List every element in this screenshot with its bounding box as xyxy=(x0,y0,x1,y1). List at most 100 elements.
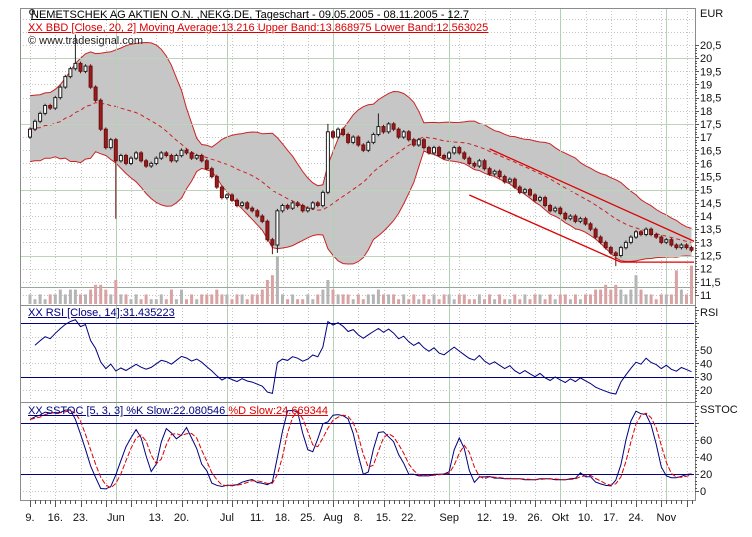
chart-title[interactable]: NEMETSCHEK AG AKTIEN O.N. ,NEKG.DE, Tage… xyxy=(28,9,469,21)
volume-bar xyxy=(33,299,37,304)
axis-tick-label: Jun xyxy=(107,512,125,524)
volume-bar xyxy=(417,299,421,304)
axis-tick-label: 9. xyxy=(25,512,34,524)
candle-body xyxy=(538,197,542,201)
volume-bar xyxy=(139,299,143,304)
candle-body xyxy=(300,205,305,212)
candle-body xyxy=(214,176,219,188)
volume-bar xyxy=(321,289,325,304)
candle-body xyxy=(224,194,229,199)
volume-bar xyxy=(89,289,93,304)
candle-body xyxy=(573,215,578,222)
candle-body xyxy=(361,144,366,151)
candle-body xyxy=(320,191,325,207)
stoch-axis: 60 40 20 0 xyxy=(695,406,712,498)
volume-bar xyxy=(225,294,229,304)
candle-body xyxy=(351,136,356,143)
candle-body xyxy=(250,207,255,212)
axis-tick-label: 19 xyxy=(700,79,712,91)
axis-tick-label: 40 xyxy=(700,452,712,464)
candle-body xyxy=(623,241,628,249)
trend-channel-line xyxy=(489,148,694,242)
volume-bar xyxy=(316,294,320,304)
candle-body xyxy=(588,223,593,230)
stoch-k-label[interactable]: XX SSTOC [5, 3, 3] %K Slow:22.080546 xyxy=(28,405,229,417)
candle-body xyxy=(432,147,436,154)
volume-bar xyxy=(174,299,178,304)
candle-body xyxy=(230,194,234,201)
candle-body xyxy=(139,152,144,162)
candle-body xyxy=(144,160,149,167)
trend-channel xyxy=(469,148,694,263)
candle-body xyxy=(528,189,532,196)
rsi-indicator-label[interactable]: XX RSI [Close, 14]:31.435223 xyxy=(28,307,175,319)
candle-body xyxy=(341,128,346,135)
candle-body xyxy=(265,220,270,241)
volume-bar xyxy=(48,294,52,304)
volume-bar xyxy=(639,289,643,304)
volume-bar xyxy=(134,294,138,304)
axis-tick-label: 0 xyxy=(700,486,706,498)
candle-body xyxy=(28,128,32,138)
volume-bar xyxy=(265,280,269,304)
axis-tick-label: 20. xyxy=(174,512,189,524)
volume-bar xyxy=(286,299,290,304)
candle-body xyxy=(437,147,442,157)
candle-body xyxy=(644,228,649,235)
candle-body xyxy=(553,207,558,212)
volume-bar xyxy=(442,294,446,304)
stoch-indicator-label[interactable]: XX SSTOC [5, 3, 3] %K Slow:22.080546 %D … xyxy=(28,405,328,417)
bollinger-indicator-label[interactable]: XX BBD [Close, 20, 2] Moving Average:13.… xyxy=(28,22,489,34)
axis-tick-label: 15,5 xyxy=(700,172,721,184)
candle-body xyxy=(396,128,401,138)
candle-body xyxy=(654,234,659,238)
volume-bar xyxy=(200,294,204,304)
candle-body xyxy=(563,212,568,220)
volume-bar xyxy=(195,299,199,304)
candle-body xyxy=(245,202,250,209)
volume-bar xyxy=(331,289,335,304)
candle-body xyxy=(472,162,477,167)
volume-bar xyxy=(119,294,123,304)
candle-body xyxy=(98,99,103,130)
volume-bar xyxy=(523,294,527,304)
volume-bar xyxy=(250,294,254,304)
volume-bar xyxy=(84,294,87,304)
volume-bar xyxy=(215,289,219,304)
volume-bar xyxy=(599,289,603,304)
candle-body xyxy=(366,141,371,151)
axis-tick-label: 13,5 xyxy=(700,224,721,236)
axis-tick-label: 19,5 xyxy=(700,66,721,78)
volume-bar xyxy=(38,294,42,304)
candle-body xyxy=(522,189,527,193)
candle-body xyxy=(659,236,664,243)
candle-body xyxy=(310,202,315,209)
candle-body xyxy=(179,149,184,157)
volume-bar xyxy=(341,294,345,304)
volume-bars xyxy=(28,256,693,304)
candle-body xyxy=(68,68,73,78)
price-panel[interactable] xyxy=(20,8,695,305)
rsi-panel[interactable] xyxy=(20,305,695,402)
chart-title-text[interactable]: NEMETSCHEK AG AKTIEN O.N. ,NEKG.DE, Tage… xyxy=(31,9,469,21)
candle-body xyxy=(679,244,684,249)
volume-bar xyxy=(240,294,244,304)
candle-body xyxy=(507,178,512,183)
axis-tick-label: 20,5 xyxy=(700,40,721,52)
bollinger-lower-band-line xyxy=(29,150,692,265)
candle-body xyxy=(558,207,563,214)
candle-body xyxy=(336,128,341,138)
volume-bar xyxy=(230,299,234,304)
candle-body xyxy=(492,170,497,175)
volume-bar xyxy=(109,294,113,304)
volume-bar xyxy=(513,294,517,304)
candle-body xyxy=(174,155,179,162)
volume-bar xyxy=(659,294,663,304)
candle-body xyxy=(129,157,133,164)
volume-bar xyxy=(674,270,678,304)
stoch-d-label[interactable]: %D Slow:24.669344 xyxy=(228,405,329,417)
bollinger-upper-band-line xyxy=(29,41,692,229)
candle-body xyxy=(583,218,588,225)
candle-body xyxy=(134,152,139,159)
axis-tick-label: 50 xyxy=(700,345,712,357)
